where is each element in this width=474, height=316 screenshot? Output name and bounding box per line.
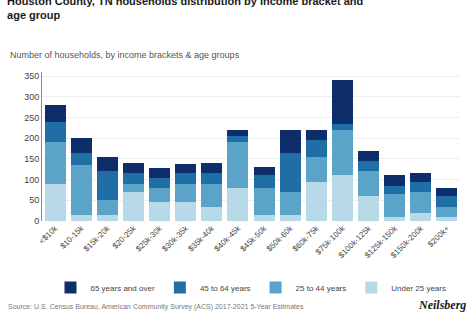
svg-text:25 to 44 years: 25 to 44 years	[296, 284, 347, 293]
svg-text:Under 25 years: Under 25 years	[391, 284, 446, 293]
svg-text:100: 100	[24, 175, 39, 185]
svg-text:200: 200	[24, 133, 39, 143]
svg-text:$75k-100k: $75k-100k	[314, 223, 347, 256]
svg-text:$25k-30k: $25k-30k	[134, 223, 164, 253]
svg-text:$15k-20k: $15k-20k	[82, 223, 112, 253]
svg-text:$45k-50k: $45k-50k	[239, 223, 269, 253]
svg-text:$30k-35k: $30k-35k	[160, 223, 190, 253]
svg-text:65 years and over: 65 years and over	[91, 284, 155, 293]
svg-text:50: 50	[29, 195, 39, 205]
svg-text:$100k-125k: $100k-125k	[337, 223, 374, 260]
svg-text:150: 150	[24, 154, 39, 164]
svg-text:Source: U.S. Census Bureau, Am: Source: U.S. Census Bureau, American Com…	[8, 303, 304, 311]
svg-text:Number of households, by incom: Number of households, by income brackets…	[10, 50, 240, 60]
svg-text:$50k-60k: $50k-60k	[265, 223, 295, 253]
svg-text:Houston County, TN households: Houston County, TN households distributi…	[7, 0, 363, 21]
svg-text:45 to 64 years: 45 to 64 years	[200, 284, 251, 293]
svg-text:$200k+: $200k+	[426, 224, 451, 249]
svg-text:$125k-150k: $125k-150k	[363, 223, 400, 260]
svg-text:250: 250	[24, 113, 39, 123]
svg-text:$20-25k: $20-25k	[111, 223, 139, 251]
svg-text:$150k-200k: $150k-200k	[389, 223, 426, 260]
svg-text:$10-15k: $10-15k	[59, 223, 87, 251]
svg-text:0: 0	[34, 216, 39, 226]
svg-text:300: 300	[24, 92, 39, 102]
svg-text:$35k-40k: $35k-40k	[186, 223, 216, 253]
svg-text:$60k-75k: $60k-75k	[291, 223, 321, 253]
svg-text:<$10k: <$10k	[37, 223, 60, 246]
svg-text:350: 350	[24, 71, 39, 81]
svg-text:Neilsberg: Neilsberg	[418, 298, 466, 312]
svg-text:$40k-45k: $40k-45k	[213, 223, 243, 253]
